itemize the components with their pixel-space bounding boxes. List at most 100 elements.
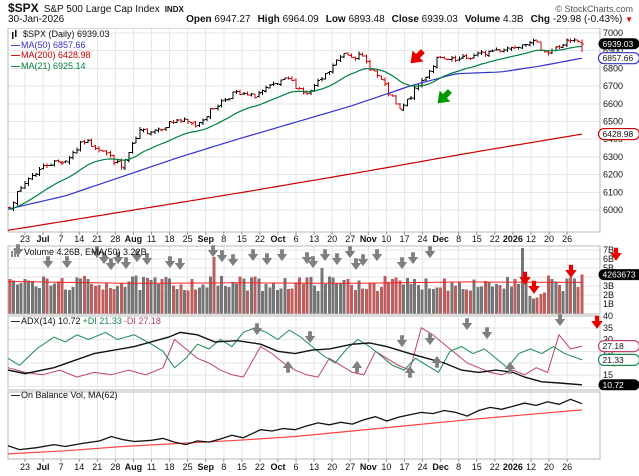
svg-text:11: 11 [147, 462, 156, 472]
svg-text:6857.66: 6857.66 [603, 53, 634, 63]
svg-text:Aug: Aug [125, 462, 143, 472]
chart-header: $SPX S&P 500 Large Cap Index INDX © Stoc… [8, 1, 633, 15]
svg-text:Oct: Oct [270, 462, 285, 472]
svg-text:Oct: Oct [270, 234, 285, 244]
svg-text:6: 6 [294, 462, 299, 472]
svg-text:40: 40 [603, 311, 613, 321]
ticker-symbol: $SPX [8, 1, 39, 15]
price-ma-lines [7, 45, 583, 231]
svg-text:27: 27 [345, 234, 355, 244]
svg-text:21: 21 [92, 462, 102, 472]
price-axis-badge: 6857.66 [597, 52, 639, 65]
svg-text:8: 8 [456, 462, 461, 472]
svg-text:24: 24 [418, 234, 428, 244]
price-ohlc-bars [8, 37, 584, 211]
svg-text:26: 26 [562, 462, 572, 472]
svg-text:7B: 7B [603, 245, 614, 255]
quote-open: Open 6947.27 [186, 14, 251, 25]
price-axis-badge: 6939.03 [598, 38, 639, 50]
svg-text:14: 14 [74, 462, 84, 472]
svg-text:15: 15 [472, 234, 482, 244]
adx-axis-badge: 10.72 [598, 379, 639, 391]
svg-text:7000: 7000 [603, 28, 623, 38]
adx-axis-badge: 21.33 [597, 353, 639, 366]
svg-text:18: 18 [165, 234, 175, 244]
price-axis-badge: 6428.98 [597, 127, 639, 141]
change-down-triangle-icon: ▼ [625, 15, 633, 24]
quote-high: High 6964.09 [257, 14, 319, 25]
svg-text:22: 22 [490, 462, 500, 472]
svg-text:Aug: Aug [125, 234, 143, 244]
stockcharts-credit-link[interactable]: © StockCharts.com [555, 4, 633, 14]
svg-text:7: 7 [59, 234, 64, 244]
svg-text:28: 28 [110, 462, 120, 472]
svg-text:Dec: Dec [432, 234, 449, 244]
svg-text:2B: 2B [603, 290, 614, 300]
svg-text:Nov: Nov [360, 462, 377, 472]
svg-text:Sep: Sep [197, 234, 214, 244]
svg-text:14: 14 [74, 234, 84, 244]
svg-text:21: 21 [92, 234, 102, 244]
svg-text:Jul: Jul [37, 462, 50, 472]
svg-text:6900: 6900 [603, 46, 623, 56]
x-axis-bottom: 23 Jul 7 14 21 28 Aug 11 18 25 Sep 8 15 22 Oct 6 13 20 27 N… [20, 459, 572, 472]
svg-text:12: 12 [526, 234, 536, 244]
svg-text:35: 35 [603, 323, 613, 333]
svg-text:15: 15 [472, 462, 482, 472]
svg-text:15: 15 [237, 462, 247, 472]
svg-text:22: 22 [255, 462, 265, 472]
svg-text:22: 22 [490, 234, 500, 244]
svg-text:Dec: Dec [432, 462, 449, 472]
svg-text:2026: 2026 [503, 462, 523, 472]
svg-text:13: 13 [309, 462, 319, 472]
svg-text:8: 8 [221, 462, 226, 472]
svg-text:25: 25 [183, 462, 193, 472]
svg-text:18: 18 [165, 462, 175, 472]
svg-text:23: 23 [20, 234, 30, 244]
volume-ema-line [7, 281, 583, 284]
volume-bars [8, 248, 584, 314]
quote-volume: Volume 4.3B [464, 14, 524, 25]
quote-low: Low 6893.48 [325, 14, 385, 25]
quote-change: Chg -29.98 (-0.43%) ▼ [530, 14, 633, 25]
svg-text:6100: 6100 [603, 187, 623, 197]
volume-axis-badge: 4263673 [598, 269, 639, 281]
svg-text:20: 20 [327, 462, 337, 472]
svg-text:30: 30 [603, 335, 613, 345]
svg-text:27.18: 27.18 [603, 341, 625, 351]
price-panel-grid [7, 28, 601, 233]
adx-axis-badge: 27.18 [597, 340, 639, 353]
svg-text:25: 25 [183, 234, 193, 244]
svg-text:24: 24 [418, 462, 428, 472]
svg-text:10: 10 [381, 234, 391, 244]
svg-text:Jul: Jul [37, 234, 50, 244]
svg-text:28: 28 [110, 234, 120, 244]
obv-lines [7, 398, 583, 455]
svg-text:Sep: Sep [197, 462, 214, 472]
quote-close: Close 6939.03 [391, 14, 458, 25]
svg-text:8: 8 [221, 234, 226, 244]
svg-text:2026: 2026 [503, 234, 523, 244]
adx-lines [7, 327, 583, 386]
svg-text:26: 26 [562, 234, 572, 244]
svg-text:27: 27 [345, 462, 355, 472]
svg-text:15: 15 [237, 234, 247, 244]
svg-text:10.72: 10.72 [603, 380, 625, 390]
annotation-arrows [12, 49, 622, 378]
svg-text:6428.98: 6428.98 [603, 129, 634, 139]
svg-text:20: 20 [327, 234, 337, 244]
quote-row: 30-Jan-2026 Open 6947.27 High 6964.09 Lo… [8, 14, 633, 25]
svg-text:6B: 6B [603, 254, 614, 264]
svg-text:17: 17 [399, 234, 409, 244]
svg-text:21.33: 21.33 [603, 355, 625, 365]
svg-text:22: 22 [255, 234, 265, 244]
svg-text:6: 6 [294, 234, 299, 244]
y-axis-labels: 7000690068006700660065006400630062006100… [603, 28, 623, 392]
svg-text:6300: 6300 [603, 152, 623, 162]
svg-text:10: 10 [381, 462, 391, 472]
chart-canvas: 7000690068006700660065006400630062006100… [7, 28, 639, 472]
svg-text:11: 11 [147, 234, 156, 244]
svg-text:Nov: Nov [360, 234, 377, 244]
svg-text:15: 15 [603, 370, 613, 380]
